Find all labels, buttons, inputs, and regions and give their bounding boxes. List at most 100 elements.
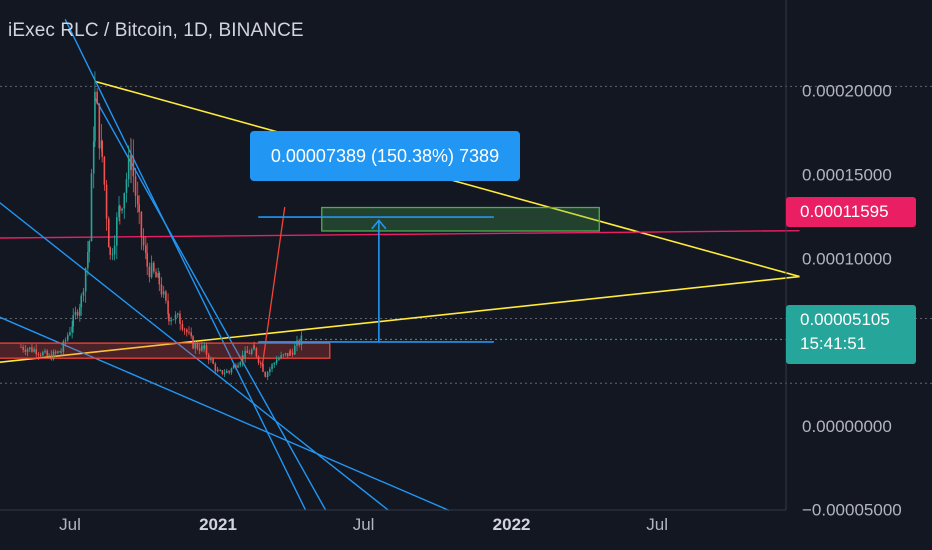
candle-body <box>140 211 143 237</box>
candle-body <box>127 155 130 180</box>
candle-body <box>66 335 69 341</box>
candle-body <box>188 332 190 334</box>
candle-body <box>59 351 61 353</box>
candle-body <box>26 349 29 352</box>
candle-body <box>250 349 253 354</box>
candle-body <box>76 311 79 316</box>
blue-trendline <box>0 201 389 511</box>
candle-body <box>217 370 219 372</box>
y-tick-label: −0.00005000 <box>802 501 902 520</box>
candle-body <box>201 345 203 351</box>
candle-body <box>52 351 55 360</box>
candle-body <box>148 266 151 278</box>
candle-body <box>196 343 199 349</box>
candle-body <box>82 291 85 296</box>
candle-body <box>298 340 300 346</box>
candle-body <box>50 354 53 360</box>
candle-body <box>282 354 285 356</box>
candle-body <box>269 368 271 373</box>
x-tick-label: 2021 <box>199 515 237 534</box>
candle-body <box>69 332 71 336</box>
candle-body <box>20 346 22 348</box>
blue-trendline <box>64 19 307 511</box>
candle-body <box>275 359 278 362</box>
candle-body <box>183 329 186 331</box>
y-tick-label: 0.00010000 <box>802 249 892 268</box>
candle-body <box>190 332 192 337</box>
candle-body <box>94 91 96 142</box>
red-level-price-tag: 0.00011595 <box>786 197 916 227</box>
candle-body <box>205 345 208 355</box>
candle-body <box>235 365 237 368</box>
candle-body <box>248 352 251 354</box>
candle-body <box>259 362 262 364</box>
candle-body <box>87 251 89 269</box>
candle-body <box>244 350 246 359</box>
candle-body <box>300 335 303 346</box>
candle-body <box>123 192 126 209</box>
x-tick-label: Jul <box>353 515 375 534</box>
time-axis[interactable]: Jul 2021 Jul 2022 Jul <box>59 515 668 534</box>
candle-body <box>155 271 157 278</box>
x-tick-label: Jul <box>646 515 668 534</box>
candle-body <box>134 176 137 196</box>
candle-body <box>39 354 42 356</box>
candle-body <box>262 363 264 372</box>
candle-body <box>296 340 298 346</box>
candle-body <box>212 358 214 364</box>
candle-body <box>181 324 184 330</box>
candle-body <box>80 295 83 308</box>
candle-body <box>88 241 91 252</box>
candle-body <box>64 340 67 342</box>
countdown-timer: 15:41:51 <box>800 334 867 353</box>
candle-body <box>207 354 210 361</box>
y-tick-label: 0.00015000 <box>802 166 892 185</box>
candle-body <box>130 156 132 171</box>
candle-body <box>54 351 57 353</box>
candle-body <box>92 141 95 174</box>
candle-body <box>194 343 197 349</box>
candle-body <box>192 336 194 349</box>
candle-body <box>291 352 294 355</box>
candle-body <box>113 245 116 255</box>
candle-body <box>214 363 217 371</box>
candle-body <box>253 345 255 348</box>
x-tick-label: Jul <box>59 515 81 534</box>
chart-title: iExec RLC / Bitcoin, 1D, BINANCE <box>8 20 304 41</box>
candle-body <box>57 351 59 353</box>
candle-body <box>74 311 77 316</box>
candle-body <box>226 370 228 373</box>
candle-body <box>132 156 135 177</box>
candle-body <box>170 319 172 322</box>
candle-body <box>101 140 103 157</box>
candle-body <box>116 217 118 246</box>
candle-body <box>162 291 165 295</box>
candle-body <box>150 262 153 278</box>
candle-body <box>239 362 242 366</box>
candle-body <box>176 313 179 315</box>
candle-body <box>71 326 73 333</box>
candle-body <box>46 350 49 356</box>
candle-body <box>167 300 169 315</box>
candle-body <box>198 348 201 351</box>
candle-body <box>286 353 289 356</box>
measure-tool <box>258 216 494 343</box>
candle-body <box>237 365 239 368</box>
candle-body <box>174 314 177 320</box>
candle-body <box>157 273 160 278</box>
candle-body <box>257 356 260 363</box>
candle-body <box>289 351 292 353</box>
candle-body <box>293 345 296 355</box>
yellow-lower-trendline <box>0 275 800 363</box>
candle-body <box>96 91 98 104</box>
candle-body <box>31 347 33 352</box>
candle-body <box>79 307 81 316</box>
candle-body <box>158 273 161 285</box>
candle-body <box>153 262 155 272</box>
candle-body <box>221 370 224 374</box>
target-box <box>321 206 600 232</box>
candle-body <box>33 349 35 352</box>
y-tick-label: 0.00020000 <box>802 82 892 101</box>
candle-body <box>121 208 123 211</box>
